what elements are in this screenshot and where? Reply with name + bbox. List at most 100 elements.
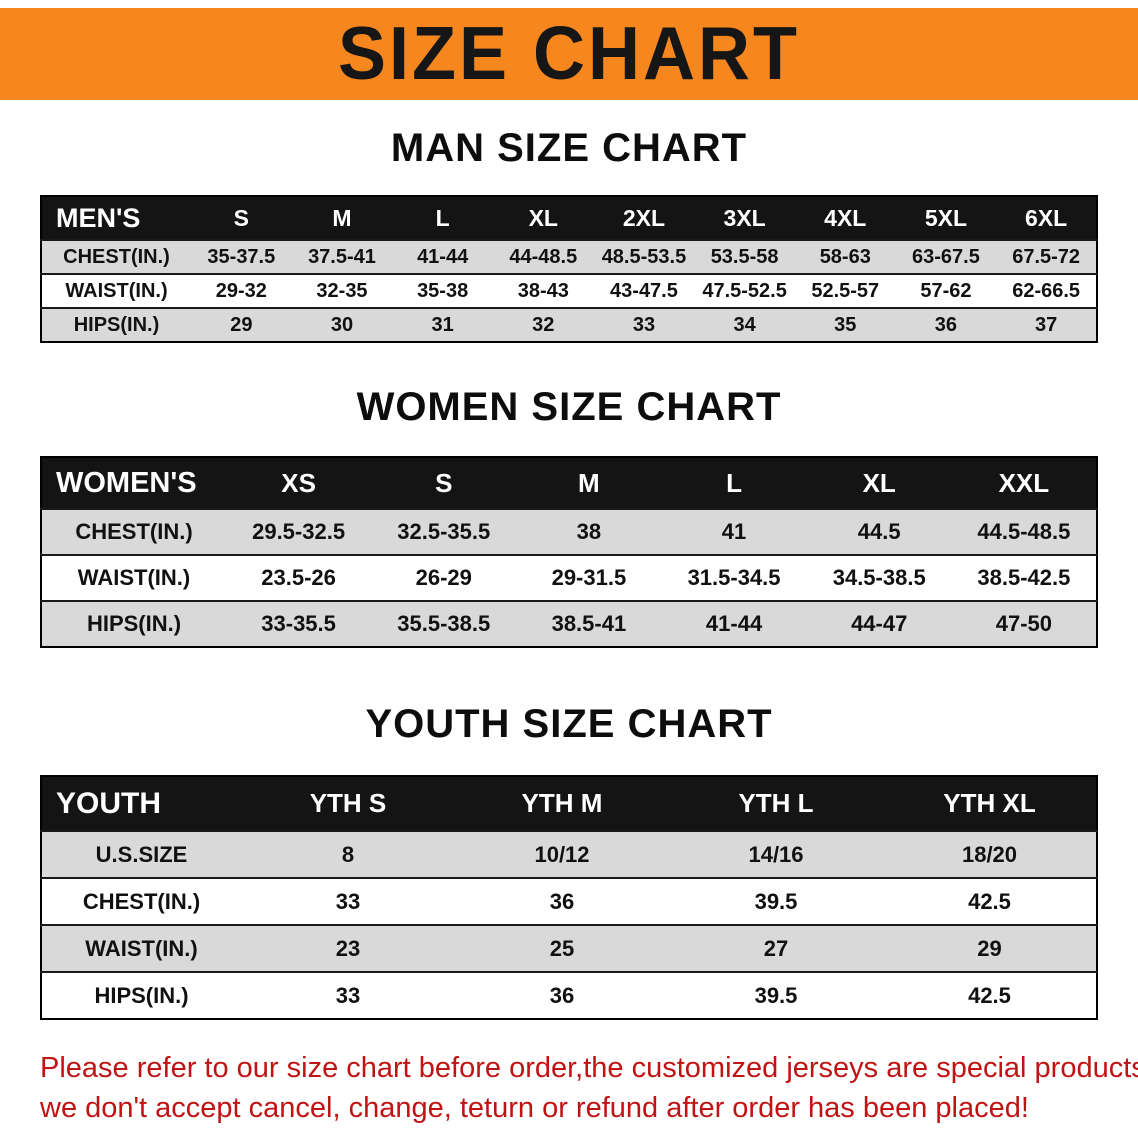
row-label: U.S.SIZE [95,841,188,867]
size-value-cell: 35.5-38.5 [397,611,491,636]
size-column-header: XXL [998,467,1050,498]
size-value-cell: 33 [632,313,656,336]
size-column-header: M [332,204,352,231]
size-value-cell: 29 [230,313,253,336]
youth-section-heading: YOUTH SIZE CHART [365,702,773,746]
table-row: CHEST(IN.) 33 36 39.5 42.5 [41,878,1097,925]
size-value-cell: 23 [335,935,361,961]
size-value-cell: 44-48.5 [509,245,578,268]
table-row: CHEST(IN.) 29.5-32.5 32.5-35.5 38 41 44.5 44.5… [41,509,1097,555]
row-label: WAIST(IN.) [65,279,168,302]
women-section-heading: WOMEN SIZE CHART [356,385,782,429]
table-header-row: WOMEN'S XS S M L XL XXL [41,457,1097,509]
row-label: CHEST(IN.) [63,245,170,268]
size-column-header: YTH M [521,788,603,818]
size-chart-banner: SIZE CHART [0,8,1138,100]
table-row: U.S.SIZE 8 10/12 14/16 18/20 [41,831,1097,878]
size-column-header: L [726,467,742,498]
size-column-header: 5XL [924,204,968,231]
size-value-cell: 39.5 [754,888,798,914]
row-label: WAIST(IN.) [85,935,198,961]
size-value-cell: 67.5-72 [1012,245,1081,268]
table-corner-label: WOMEN'S [56,466,197,499]
size-value-cell: 35-38 [417,279,469,302]
size-column-header: YTH S [309,788,387,818]
table-row: HIPS(IN.) 29 30 31 32 33 34 35 36 37 [41,308,1097,342]
mens-table-wrap: MEN'S S M L XL 2XL 3XL 4XL 5XL 6XL CHEST(IN.) 35-3… [40,195,1098,343]
size-value-cell: 32-35 [316,279,368,302]
row-label: WAIST(IN.) [77,565,191,590]
size-value-cell: 41-44 [417,245,469,268]
size-value-cell: 32 [532,313,555,336]
section-women: WOMEN SIZE CHART WOMEN'S XS S M L XL XXL CHEST… [0,385,1138,648]
table-corner-label: MEN'S [56,202,141,233]
size-value-cell: 47.5-52.5 [702,279,787,302]
disclaimer: Please refer to our size chart before or… [40,1048,1138,1128]
row-label: HIPS(IN.) [73,313,160,336]
size-value-cell: 57-62 [920,279,972,302]
size-value-cell: 34.5-38.5 [832,565,926,590]
womens-size-table: WOMEN'S XS S M L XL XXL CHEST(IN.) 29.5-32.5 32.… [40,456,1098,648]
size-value-cell: 48.5-53.5 [601,245,687,268]
table-row: WAIST(IN.) 23.5-26 26-29 29-31.5 31.5-34.5 34… [41,555,1097,601]
size-value-cell: 43-47.5 [610,279,678,302]
size-value-cell: 29 [977,935,1002,961]
size-value-cell: 36 [934,313,958,336]
page-title: SIZE CHART [338,12,800,97]
size-value-cell: 35-37.5 [207,245,276,268]
size-column-header: S [435,467,453,498]
table-row: HIPS(IN.) 33 36 39.5 42.5 [41,972,1097,1019]
size-value-cell: 31 [431,313,454,336]
size-value-cell: 37 [1035,313,1058,336]
size-column-header: YTH L [738,788,814,818]
size-column-header: YTH XL [943,788,1036,818]
size-value-cell: 18/20 [961,841,1018,867]
size-chart-page: SIZE CHART MAN SIZE CHART MEN'S S M L XL 2XL 3… [0,8,1138,1128]
table-row: WAIST(IN.) 29-32 32-35 35-38 38-43 43-47.5 47.… [41,274,1097,308]
size-column-header: 6XL [1025,204,1068,231]
size-value-cell: 44-47 [851,611,908,636]
size-value-cell: 41-44 [705,611,763,636]
size-value-cell: 30 [330,313,354,336]
size-value-cell: 47-50 [995,611,1053,636]
size-value-cell: 53.5-58 [710,245,779,268]
size-value-cell: 32.5-35.5 [397,519,491,544]
size-value-cell: 33 [335,982,361,1008]
size-value-cell: 33 [335,888,361,914]
size-value-cell: 38 [576,519,602,544]
size-value-cell: 29-31.5 [551,565,627,590]
size-value-cell: 38.5-41 [551,611,627,636]
size-value-cell: 26-29 [415,565,472,590]
table-header-row: MEN'S S M L XL 2XL 3XL 4XL 5XL 6XL [41,196,1097,240]
size-value-cell: 37.5-41 [308,245,376,268]
row-label: CHEST(IN.) [75,519,193,544]
size-column-header: 2XL [622,204,666,231]
size-value-cell: 52.5-57 [811,279,880,302]
size-value-cell: 63-67.5 [912,245,980,268]
size-value-cell: 42.5 [968,888,1011,914]
section-youth: YOUTH SIZE CHART YOUTH YTH S YTH M YTH L YTH… [0,702,1138,1020]
size-value-cell: 35 [834,313,857,336]
size-value-cell: 14/16 [748,841,804,867]
size-column-header: XL [862,467,896,498]
size-value-cell: 36 [549,888,575,914]
table-row: CHEST(IN.) 35-37.5 37.5-41 41-44 44-48.5 48.5… [41,240,1097,274]
size-column-header: 3XL [723,204,766,231]
table-row: HIPS(IN.) 33-35.5 35.5-38.5 38.5-41 41-44 44-… [41,601,1097,647]
size-value-cell: 29-32 [215,279,267,302]
size-value-cell: 44.5 [857,519,901,544]
men-section-heading: MAN SIZE CHART [390,126,748,170]
size-column-header: L [435,204,450,231]
section-men: MAN SIZE CHART MEN'S S M L XL 2XL 3XL 4XL 5XL 6XL… [0,126,1138,343]
size-column-header: XL [528,204,558,231]
disclaimer-line-1: Please refer to our size chart before or… [40,1052,1138,1084]
size-value-cell: 8 [341,841,355,867]
size-value-cell: 33-35.5 [261,611,336,636]
size-column-header: S [233,204,249,231]
size-value-cell: 34 [733,313,756,336]
table-header-row: YOUTH YTH S YTH M YTH L YTH XL [41,776,1097,831]
size-column-header: 4XL [824,204,867,231]
size-value-cell: 10/12 [534,841,590,867]
size-value-cell: 31.5-34.5 [687,565,781,590]
row-label: CHEST(IN.) [82,888,201,914]
